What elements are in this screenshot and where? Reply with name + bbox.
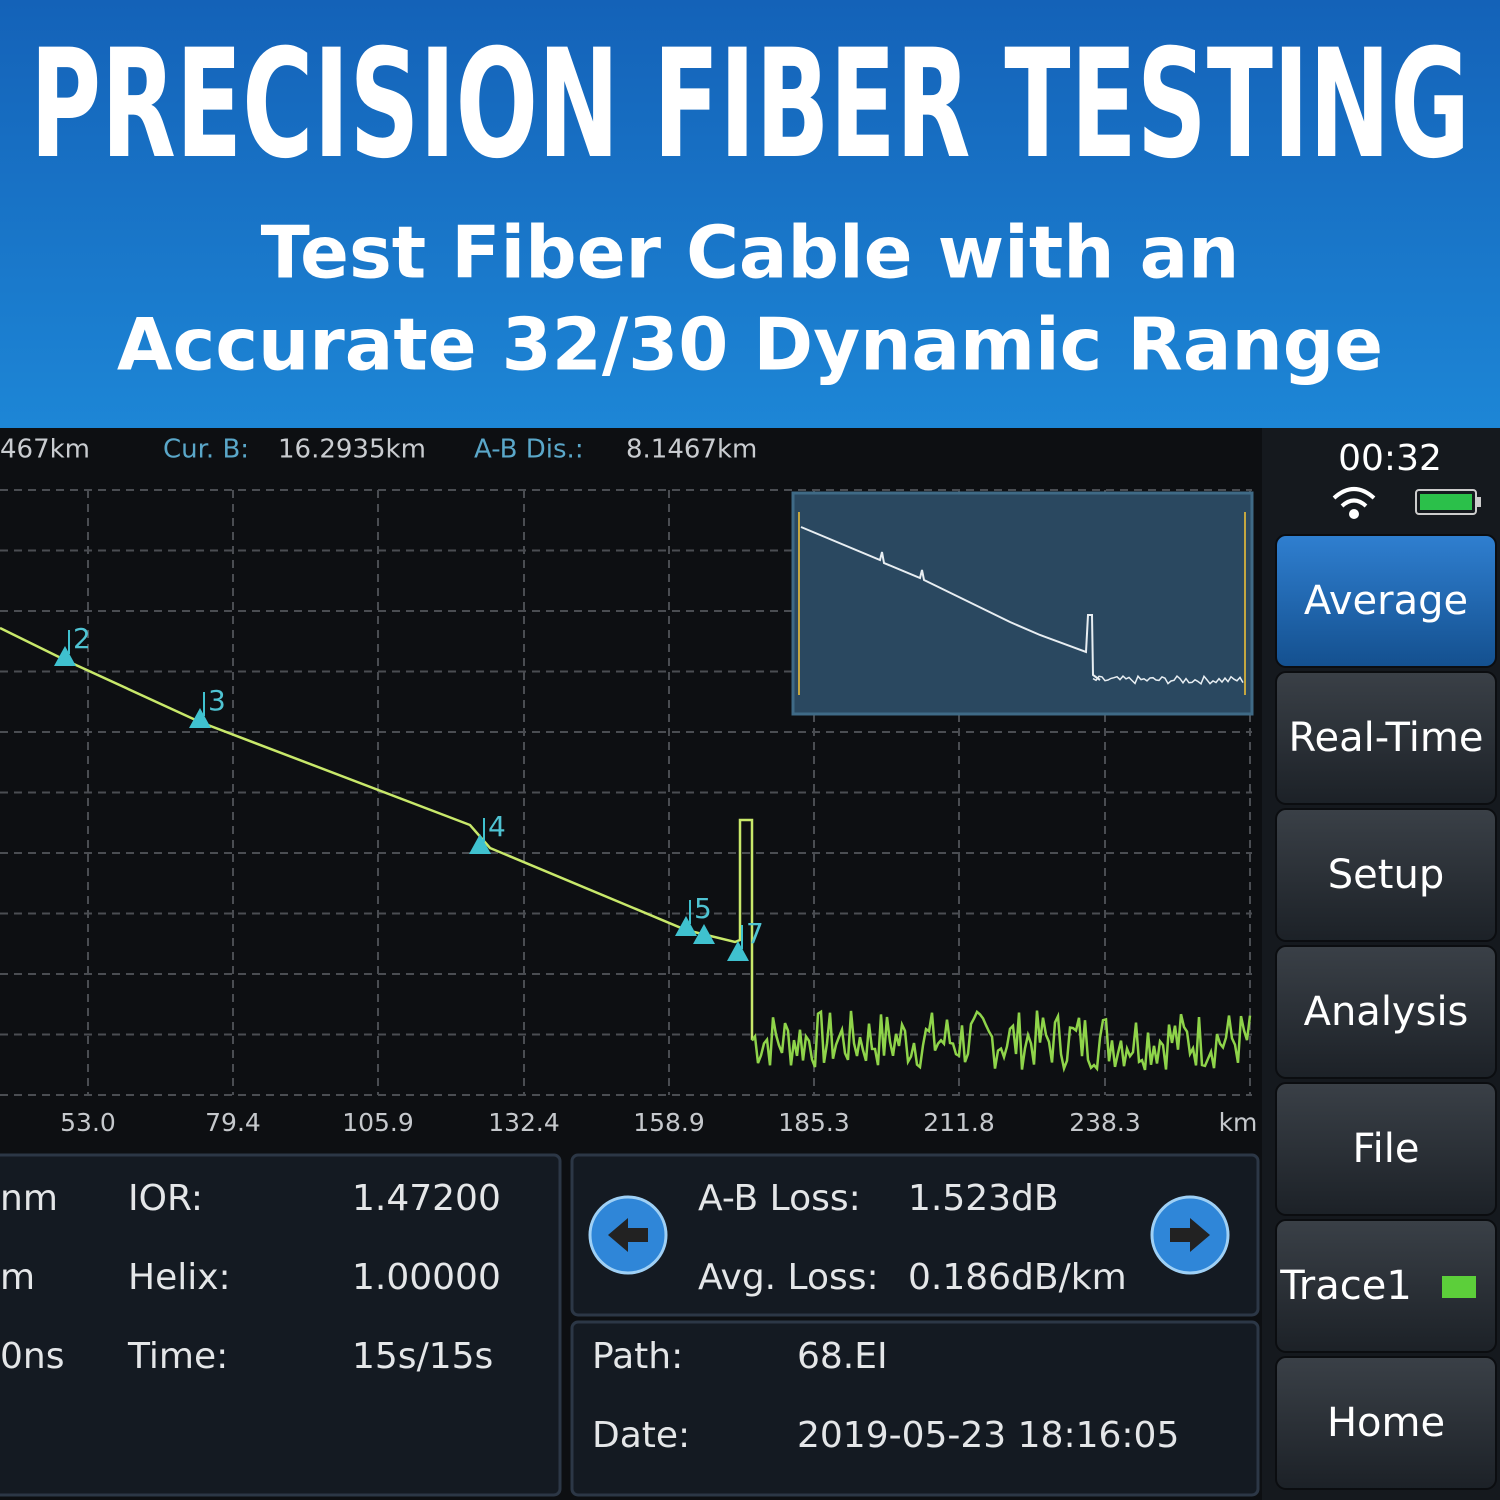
param-text: nm <box>0 1178 58 1219</box>
menu-button[interactable] <box>1275 1356 1497 1490</box>
menu-label[interactable]: Setup <box>1328 852 1444 898</box>
info-text: Path: <box>592 1336 683 1377</box>
x-unit: km <box>1219 1108 1258 1137</box>
info-text: Date: <box>592 1415 690 1456</box>
param-text: 1.47200 <box>352 1178 501 1219</box>
overview-inset <box>791 491 1254 716</box>
banner-subtitle: Test Fiber Cable with an <box>261 211 1240 295</box>
menu-button[interactable] <box>1275 808 1497 942</box>
param-text: 0ns <box>0 1336 64 1377</box>
event-marker <box>189 708 211 728</box>
loss-text: 0.186dB/km <box>908 1257 1127 1298</box>
banner <box>0 0 1500 428</box>
event-marker <box>469 834 491 854</box>
event-label: 5 <box>694 892 712 925</box>
params-panel <box>0 1153 562 1497</box>
x-tick-label: 158.9 <box>633 1108 705 1137</box>
menu-label[interactable]: Average <box>1304 578 1468 624</box>
trace-noise <box>750 1009 1252 1073</box>
ab-dist: 8.1467km <box>626 435 757 465</box>
overview-trace <box>800 526 1101 681</box>
menu-button[interactable] <box>1275 945 1497 1079</box>
param-text: 15s/15s <box>352 1336 493 1377</box>
event-label: 3 <box>208 684 226 717</box>
cursor-b: 16.2935km <box>278 435 426 465</box>
info-text: 2019-05-23 18:16:05 <box>797 1415 1179 1456</box>
param-text: 1.00000 <box>352 1257 501 1298</box>
menu-label[interactable]: Home <box>1327 1400 1445 1446</box>
param-text: Helix: <box>128 1257 231 1298</box>
event-label: 4 <box>488 810 506 843</box>
loss-text: A-B Loss: <box>698 1178 861 1219</box>
menu-button[interactable] <box>1275 534 1497 668</box>
x-tick-label: 53.0 <box>60 1108 116 1137</box>
x-tick-label: 211.8 <box>923 1108 995 1137</box>
info-text: 68.EI <box>797 1336 888 1377</box>
x-axis: 53.0 79.4 105.9 132.4 158.9 185.3 211.8 238.3 km <box>60 1108 1257 1137</box>
param-text: Time: <box>127 1336 228 1377</box>
menu-label[interactable]: Real-Time <box>1289 715 1484 761</box>
battery-icon <box>1415 489 1481 515</box>
x-tick-label: 79.4 <box>205 1108 261 1137</box>
cursor-a: 467km <box>0 435 90 465</box>
event-markers: 2 3 4 5 7 <box>54 622 764 961</box>
menu-label[interactable]: File <box>1353 1126 1420 1172</box>
clock: 00:32 <box>1338 438 1442 479</box>
loss-panel <box>570 1153 1260 1317</box>
event-marker <box>675 916 697 936</box>
menu-button[interactable] <box>1275 671 1497 805</box>
menu-label[interactable]: Analysis <box>1304 989 1469 1035</box>
ab-dist-label: A-B Dis.: <box>474 435 584 465</box>
info-panel <box>570 1320 1260 1497</box>
menu-button[interactable] <box>1275 1219 1497 1353</box>
menu-button[interactable] <box>1275 1082 1497 1216</box>
x-tick-label: 238.3 <box>1069 1108 1141 1137</box>
cursor-b-label: Cur. B: <box>163 435 249 465</box>
loss-text: 1.523dB <box>908 1178 1059 1219</box>
param-text: m <box>0 1257 35 1298</box>
prev-button[interactable] <box>588 1195 668 1275</box>
menu-buttons: Average Real-Time Setup Analysis File Trace1 H… <box>1275 534 1497 1490</box>
x-tick-label: 105.9 <box>342 1108 414 1137</box>
overview-noise <box>1092 674 1244 685</box>
event-marker <box>693 924 715 944</box>
event-label: 7 <box>746 917 764 950</box>
x-tick-label: 132.4 <box>488 1108 560 1137</box>
trace-color <box>1442 1276 1476 1298</box>
menu-label[interactable]: Trace1 <box>1279 1263 1412 1309</box>
next-button[interactable] <box>1150 1195 1230 1275</box>
banner-title: PRECISION FIBER TESTING <box>30 18 1470 192</box>
wifi-icon <box>1332 487 1376 519</box>
loss-text: Avg. Loss: <box>698 1257 879 1298</box>
banner-subtitle: Accurate 32/30 Dynamic Range <box>117 303 1383 387</box>
event-marker <box>54 646 76 666</box>
x-tick-label: 185.3 <box>778 1108 850 1137</box>
event-label: 2 <box>73 622 91 655</box>
param-text: IOR: <box>128 1178 203 1219</box>
event-marker <box>727 941 749 961</box>
panel-texts: nm IOR: 1.47200 m Helix: 1.00000 0ns Time: 15s/1… <box>0 1178 1179 1456</box>
